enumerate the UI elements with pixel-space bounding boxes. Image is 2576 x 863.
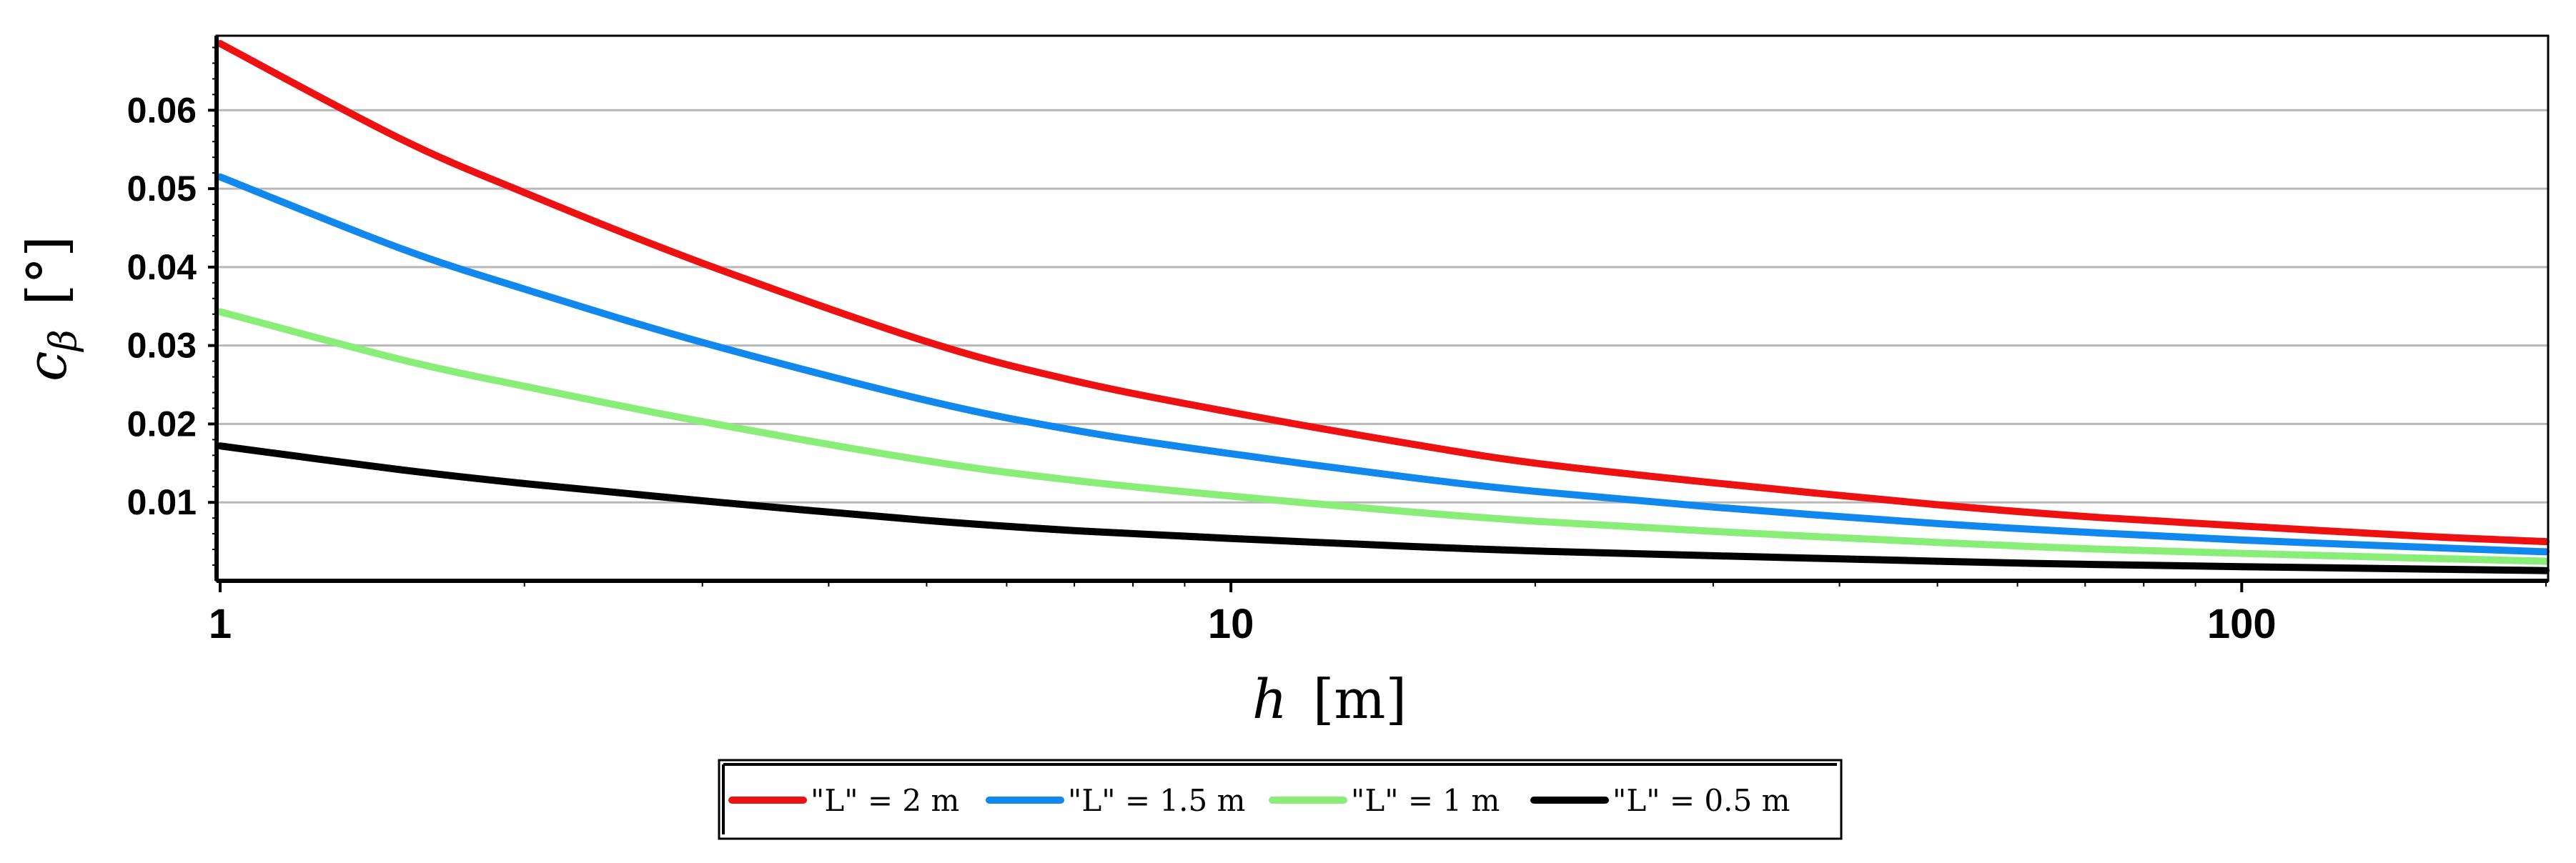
y-tick-label-1: 0.02: [127, 404, 197, 444]
series-line-2: [217, 308, 2550, 565]
series-line-3: [217, 442, 2550, 574]
x-axis-variable: h: [1252, 667, 1287, 731]
legend-label-0: "L" = 2 m: [811, 783, 959, 818]
series-line-0: [217, 40, 2550, 546]
x-axis-unit: [m]: [1313, 667, 1407, 731]
x-tick-label-2: 100: [2207, 601, 2277, 647]
y-tick-label-2: 0.03: [127, 326, 197, 366]
y-tick-label-3: 0.04: [127, 247, 197, 287]
series-lines: [217, 40, 2550, 574]
legend: "L" = 2 m "L" = 1.5 m "L" = 1 m "L" = 0.5 m: [718, 759, 1843, 840]
legend-items: "L" = 2 m "L" = 1.5 m "L" = 1 m "L" = 0.5 m: [728, 783, 1790, 818]
legend-label-2: "L" = 1 m: [1351, 783, 1500, 818]
x-axis-label: h [m]: [1252, 667, 1407, 731]
y-axis-variable: c: [15, 351, 79, 381]
y-axis-unit: [°]: [15, 236, 79, 305]
y-tick-label-4: 0.05: [127, 169, 197, 209]
y-tick-label-0: 0.01: [127, 482, 197, 522]
x-tick-labels: 1 10 100: [209, 581, 2277, 647]
y-tick-label-5: 0.06: [127, 90, 197, 130]
legend-label-3: "L" = 0.5 m: [1613, 783, 1790, 818]
y-axis-subscript: β: [42, 329, 85, 352]
grid-lines: [217, 109, 2548, 504]
y-tick-labels: 0.01 0.02 0.03 0.04 0.05 0.06: [127, 90, 217, 522]
series-line-1: [217, 173, 2550, 556]
legend-label-1: "L" = 1.5 m: [1068, 783, 1245, 818]
x-tick-label-1: 10: [1208, 601, 1254, 647]
plot-frame: [215, 34, 2550, 582]
x-tick-label-0: 1: [209, 601, 232, 647]
y-axis-label: cβ [°]: [15, 236, 85, 381]
